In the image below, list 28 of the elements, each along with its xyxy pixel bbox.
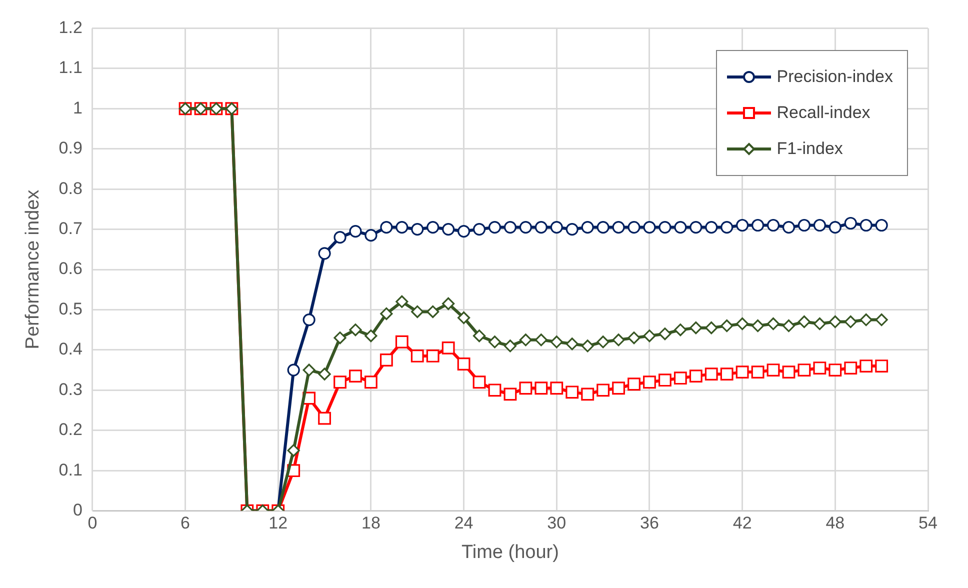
y-tick-label: 0.3 bbox=[58, 380, 82, 399]
legend-label: Precision-index bbox=[776, 67, 893, 87]
legend-label: F1-index bbox=[776, 139, 843, 159]
x-tick-label: 6 bbox=[180, 514, 190, 533]
y-tick-label: 0.4 bbox=[58, 340, 82, 359]
x-axis-title: Time (hour) bbox=[461, 542, 559, 563]
y-tick-label: 0.2 bbox=[58, 420, 82, 440]
y-tick-label: 1.1 bbox=[58, 58, 82, 78]
x-tick-label: 36 bbox=[640, 514, 659, 533]
x-tick-label: 48 bbox=[826, 514, 845, 533]
x-tick-label: 42 bbox=[732, 514, 752, 533]
x-tick-label: 18 bbox=[361, 514, 380, 533]
y-tick-label: 0.5 bbox=[58, 299, 82, 318]
y-tick-label: 0.6 bbox=[58, 259, 82, 278]
y-tick-label: 0.8 bbox=[58, 178, 82, 198]
x-tick-label: 54 bbox=[918, 514, 938, 533]
x-tick-label: 24 bbox=[454, 514, 474, 533]
y-tick-label: 0.1 bbox=[58, 460, 82, 480]
x-tick-label: 0 bbox=[88, 514, 98, 533]
x-tick-label: 30 bbox=[547, 514, 566, 533]
legend-label: Recall-index bbox=[776, 103, 870, 123]
y-axis-title: Performance index bbox=[22, 189, 44, 350]
y-tick-label: 1.2 bbox=[58, 18, 82, 37]
y-tick-label: 0.7 bbox=[58, 218, 82, 238]
y-tick-label: 0.9 bbox=[58, 138, 82, 158]
y-tick-label: 0 bbox=[72, 500, 82, 520]
y-tick-label: 1 bbox=[72, 98, 82, 118]
x-tick-label: 12 bbox=[268, 514, 288, 533]
